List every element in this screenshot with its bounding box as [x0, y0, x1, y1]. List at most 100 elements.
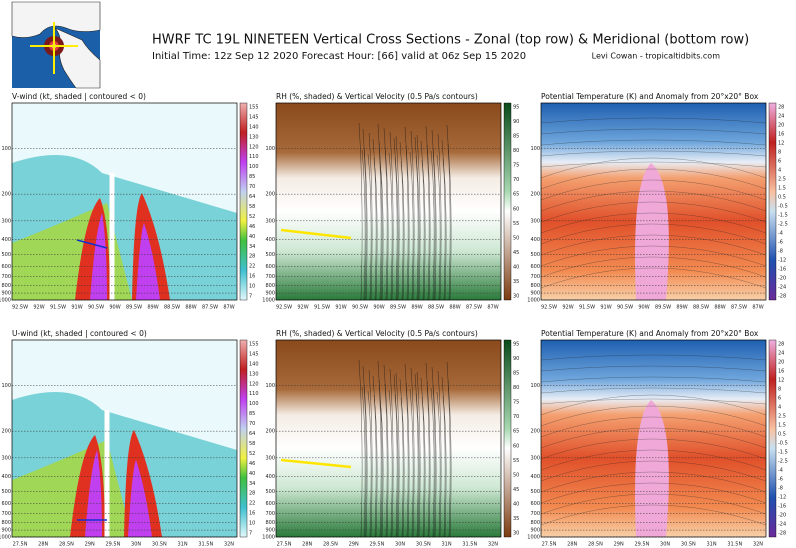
colorbar — [239, 339, 248, 538]
y-tick-label: 700 — [530, 511, 540, 517]
contour — [431, 129, 436, 301]
colorbar-label: 20 — [778, 360, 784, 366]
y-tick-label: 200 — [1, 192, 11, 198]
colorbar-label: 85 — [249, 411, 255, 417]
colorbar-label: 155 — [249, 105, 259, 111]
contour — [416, 371, 421, 538]
x-tick-label: 91.5W — [579, 305, 595, 311]
contour — [399, 378, 404, 538]
colorbar-label: 7 — [249, 531, 252, 537]
x-tick-label: 90.5W — [617, 305, 633, 311]
y-tick-label: 300 — [530, 455, 540, 461]
x-tick-label: 90W — [373, 305, 384, 311]
contour — [362, 365, 367, 538]
colorbar-label: -2.5 — [778, 459, 788, 465]
shading — [635, 163, 669, 300]
contour — [358, 359, 363, 538]
x-tick-label: 87W — [487, 305, 498, 311]
x-tick-label: 31.5N — [198, 542, 213, 548]
frame — [540, 102, 767, 301]
contour — [420, 140, 425, 301]
colorbar-label: -16 — [778, 267, 786, 273]
colorbar-label: 52 — [249, 451, 255, 457]
colorbar-label: 34 — [249, 481, 255, 487]
colorbar-label: 4 — [778, 168, 781, 174]
colorbar-label: 0.5 — [778, 195, 786, 201]
contour — [540, 493, 767, 515]
x-tick-label: 91W — [71, 305, 82, 311]
colorbar-label: 85 — [513, 134, 519, 140]
colorbar-label: 64 — [249, 194, 255, 200]
contour — [409, 151, 414, 301]
x-tick-label: 87W — [752, 305, 763, 311]
y-tick-label: 800 — [265, 520, 275, 526]
contour — [420, 377, 425, 538]
contour — [384, 383, 389, 538]
colorbar-label: 140 — [249, 124, 259, 130]
colorbar-label: 24 — [778, 351, 784, 357]
contour — [378, 142, 383, 301]
colorbar-label: 60 — [513, 206, 519, 212]
contour — [540, 365, 767, 372]
panel-title: Potential Temperature (K) and Anomaly fr… — [541, 92, 759, 101]
y-tick-label: 600 — [1, 501, 11, 507]
contour — [425, 125, 430, 301]
x-tick-label: 31N — [442, 542, 452, 548]
y-tick-label: 700 — [1, 274, 11, 280]
colorbar-label: -28 — [778, 294, 786, 300]
colorbar-label: 40 — [249, 471, 255, 477]
colorbar-label: 0.5 — [778, 432, 786, 438]
colorbar-label: -1.5 — [778, 450, 788, 456]
colorbar-label: 75 — [513, 163, 519, 169]
x-tick-label: 29.5N — [634, 542, 649, 548]
x-tick-label: 28N — [38, 542, 48, 548]
contour — [540, 394, 767, 416]
colorbar-label: 16 — [249, 511, 255, 517]
contour — [540, 354, 767, 361]
contour — [540, 398, 767, 405]
colorbar-label: -2.5 — [778, 222, 788, 228]
colorbar-label: 70 — [249, 184, 255, 190]
colorbar-label: 28 — [778, 342, 784, 348]
shading — [276, 103, 501, 300]
x-tick-label: 91.5W — [50, 305, 66, 311]
colorbar-label: 65 — [513, 192, 519, 198]
colorbar-label: -12 — [778, 495, 786, 501]
contour — [437, 133, 442, 301]
contour — [540, 117, 767, 124]
x-tick-label: 89.5W — [390, 305, 406, 311]
x-tick-label: 32N — [753, 542, 763, 548]
colorbar-label: -8 — [778, 486, 783, 492]
colorbar-label: 52 — [249, 214, 255, 220]
colorbar-label: 58 — [249, 204, 255, 210]
x-tick-label: 89.5W — [126, 305, 142, 311]
colorbar-label: 145 — [249, 351, 259, 357]
contour — [395, 372, 400, 538]
colorbar-label: 130 — [249, 134, 259, 140]
contour — [540, 471, 767, 493]
x-tick-label: 87.5W — [202, 305, 218, 311]
colorbar-label: 70 — [513, 177, 519, 183]
frame — [540, 339, 767, 538]
contour — [446, 361, 451, 538]
contour — [368, 369, 373, 538]
y-tick-label: 400 — [1, 237, 11, 243]
panel-title: RH (%, shaded) & Vertical Velocity (0.5 … — [276, 92, 478, 101]
colorbar-label: -16 — [778, 504, 786, 510]
colorbar-label: -6 — [778, 240, 783, 246]
contour — [393, 137, 398, 301]
x-tick-label: 30N — [131, 542, 141, 548]
y-tick-label: 200 — [265, 429, 275, 435]
colorbar-label: 95 — [513, 342, 519, 348]
contour — [540, 460, 767, 482]
y-tick-label: 500 — [265, 489, 275, 495]
y-tick-label: 300 — [530, 218, 540, 224]
x-tick-label: 92W — [297, 305, 308, 311]
colorbar-label: 46 — [249, 224, 255, 230]
x-tick-label: 89.5W — [655, 305, 671, 311]
arrow — [280, 228, 352, 240]
colorbar-label: 145 — [249, 114, 259, 120]
subtitle: Initial Time: 12z Sep 12 2020 Forecast H… — [152, 51, 526, 62]
contour — [383, 364, 388, 538]
